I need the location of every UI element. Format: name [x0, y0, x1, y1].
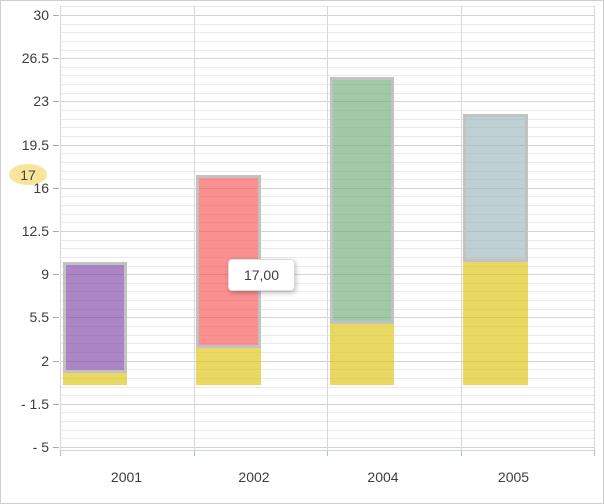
- y-axis-label: 30: [33, 6, 49, 23]
- y-axis-label: 19.5: [21, 136, 49, 153]
- y-axis-tick: [53, 230, 59, 232]
- y-axis-tick: [53, 101, 59, 103]
- y-axis-tick: [53, 58, 59, 60]
- x-axis-line: [60, 449, 594, 451]
- axis-highlight-value: 17: [20, 166, 36, 183]
- category-boundary-line: [193, 6, 195, 450]
- y-axis-tick: [53, 187, 59, 189]
- y-axis-tick: [53, 447, 59, 448]
- bar-segment-2002-base[interactable]: [196, 348, 261, 386]
- bar-segment-2001-top[interactable]: [62, 261, 127, 373]
- category-boundary-line: [327, 6, 328, 450]
- x-axis-tick: [327, 449, 328, 456]
- y-axis-label: - 1.5: [20, 395, 49, 412]
- y-axis-tick: [53, 274, 59, 276]
- bar-segment-2005-base[interactable]: [463, 261, 528, 386]
- y-axis-label: 16: [33, 179, 49, 196]
- x-axis-label-2005: 2005: [497, 469, 530, 485]
- x-axis-label-2001: 2001: [110, 469, 143, 485]
- x-axis-tick: [193, 449, 195, 456]
- bar-segment-2001-base[interactable]: [62, 372, 127, 386]
- x-axis-tick: [460, 449, 462, 456]
- y-axis-label: 9: [41, 266, 49, 283]
- y-axis-tick: [53, 317, 59, 319]
- x-axis-tick: [60, 449, 61, 456]
- bar-segment-2004-base[interactable]: [329, 323, 394, 386]
- y-axis-label: 23: [33, 93, 49, 110]
- category-boundary-line: [60, 6, 61, 450]
- y-axis-tick: [53, 360, 59, 362]
- y-axis-tick: [53, 144, 59, 146]
- axis-highlight-bubble: 17: [9, 164, 47, 185]
- x-axis-tick: [594, 449, 595, 456]
- y-axis-tick: [53, 14, 59, 16]
- y-axis-label: 12.5: [21, 222, 49, 239]
- y-axis-label: - 5: [32, 439, 49, 455]
- x-axis-label-2004: 2004: [367, 469, 399, 485]
- y-axis-label: 26.5: [21, 50, 49, 67]
- value-tooltip: 17,00: [228, 259, 295, 291]
- x-axis-label-2002: 2002: [238, 469, 270, 485]
- value-tooltip-text: 17,00: [243, 267, 280, 283]
- bar-segment-2004-top[interactable]: [329, 76, 394, 324]
- category-boundary-line: [594, 6, 595, 450]
- y-axis-label: 5.5: [29, 309, 49, 326]
- y-axis-tick: [53, 403, 59, 405]
- bar-segment-2005-top[interactable]: [463, 113, 528, 262]
- category-boundary-line: [460, 6, 462, 450]
- y-axis-label: 2: [41, 352, 49, 369]
